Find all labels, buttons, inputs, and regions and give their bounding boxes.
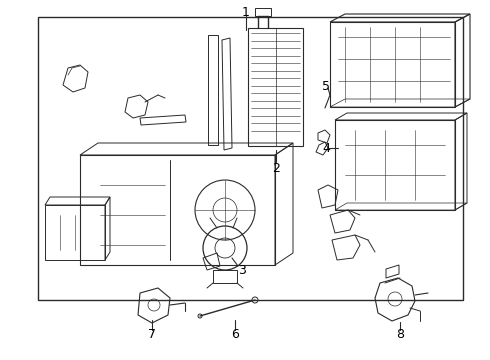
Bar	[330, 22, 455, 107]
Bar	[335, 120, 455, 210]
Text: 1: 1	[242, 5, 250, 18]
Text: 8: 8	[396, 328, 404, 342]
Text: 7: 7	[148, 328, 156, 342]
Text: 4: 4	[322, 141, 330, 154]
Text: 3: 3	[238, 264, 246, 276]
Bar	[45, 205, 105, 260]
Bar	[38, 17, 463, 300]
Text: 2: 2	[272, 162, 280, 175]
Text: 6: 6	[231, 328, 239, 342]
Bar	[248, 28, 303, 146]
Text: 5: 5	[322, 81, 330, 94]
Bar	[80, 155, 275, 265]
